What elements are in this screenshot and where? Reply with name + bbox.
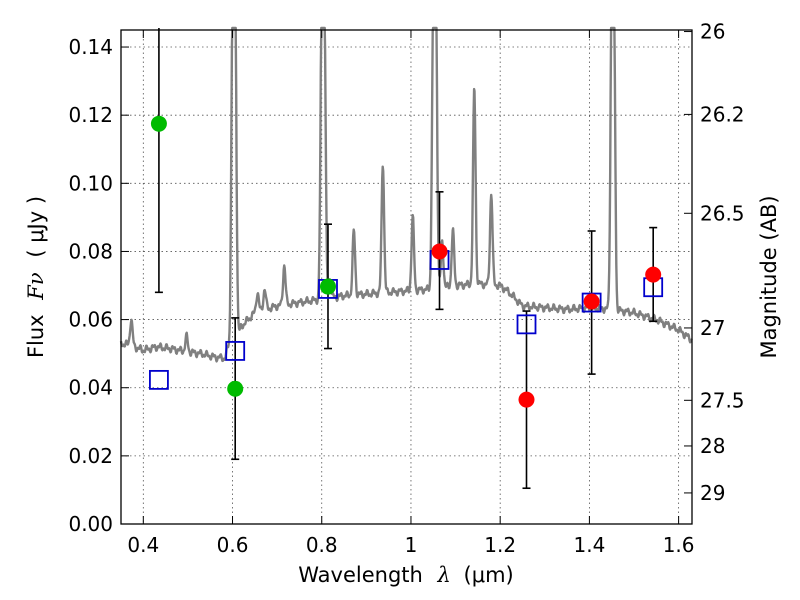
y-tick-label: 0.00 xyxy=(68,512,113,536)
y-tick-label: 0.04 xyxy=(68,376,113,400)
y2-tick-label: 26.5 xyxy=(700,201,745,225)
x-tick-label: 0.4 xyxy=(127,533,159,557)
y2-tick-label: 29 xyxy=(700,481,725,505)
x-tick-label: 1 xyxy=(405,533,418,557)
y-tick-label: 0.02 xyxy=(68,444,113,468)
observed-points-layer xyxy=(150,115,662,408)
y2-axis-label: Magnitude (AB) xyxy=(757,195,781,358)
x-axis-label-text: Wavelength xyxy=(298,563,423,587)
x-tick-label: 1.2 xyxy=(484,533,516,557)
spectrum-line xyxy=(119,26,693,363)
plot-frame xyxy=(120,29,693,525)
y-tick-label: 0.10 xyxy=(68,171,113,195)
y-tick-label: 0.12 xyxy=(68,103,113,127)
model-point xyxy=(225,341,246,361)
x-axis-label-symbol: λ xyxy=(437,563,451,587)
model-point xyxy=(149,369,169,390)
y2-tick-label: 26 xyxy=(700,20,725,44)
x-axis-label-unit: (μm) xyxy=(464,563,514,587)
y2-tick-label: 27.5 xyxy=(700,388,745,412)
x-tick-label: 0.8 xyxy=(306,533,338,557)
y-tick-labels: 0.00 0.02 0.04 0.06 0.08 0.10 0.12 0.14 xyxy=(68,35,113,536)
y-axis-label-unit: ( μJy ) xyxy=(24,196,48,258)
x-tick-label: 1.6 xyxy=(663,533,695,557)
y-axis-label-symbol: Fν xyxy=(24,272,48,301)
model-point xyxy=(516,314,537,335)
nir-point xyxy=(645,266,662,283)
plot-background xyxy=(121,30,692,524)
ticks xyxy=(121,30,692,525)
y-axis-label-text: Flux xyxy=(24,314,48,358)
optical-point xyxy=(227,380,244,397)
y2-tick-labels: 26 26.2 26.5 27 27.5 28 29 xyxy=(700,20,745,505)
nir-point xyxy=(431,243,448,260)
nir-point xyxy=(583,293,600,310)
y-tick-label: 0.08 xyxy=(68,239,113,263)
y2-tick-label: 26.2 xyxy=(700,102,745,126)
y-axis-label: Flux Fν ( μJy ) xyxy=(24,196,48,358)
spectrum-layer xyxy=(119,26,693,363)
y-tick-label: 0.14 xyxy=(68,35,113,59)
y-tick-label: 0.06 xyxy=(68,308,113,332)
x-axis-label: Wavelength λ (μm) xyxy=(298,563,513,587)
optical-point xyxy=(150,115,167,132)
nir-point xyxy=(518,391,535,408)
optical-point xyxy=(319,278,336,295)
x-tick-labels: 0.4 0.6 0.8 1 1.2 1.4 1.6 xyxy=(127,533,694,557)
x-tick-label: 1.4 xyxy=(573,533,605,557)
y2-tick-label: 28 xyxy=(700,434,725,458)
x-tick-label: 0.6 xyxy=(217,533,249,557)
y2-tick-label: 27 xyxy=(700,316,725,340)
